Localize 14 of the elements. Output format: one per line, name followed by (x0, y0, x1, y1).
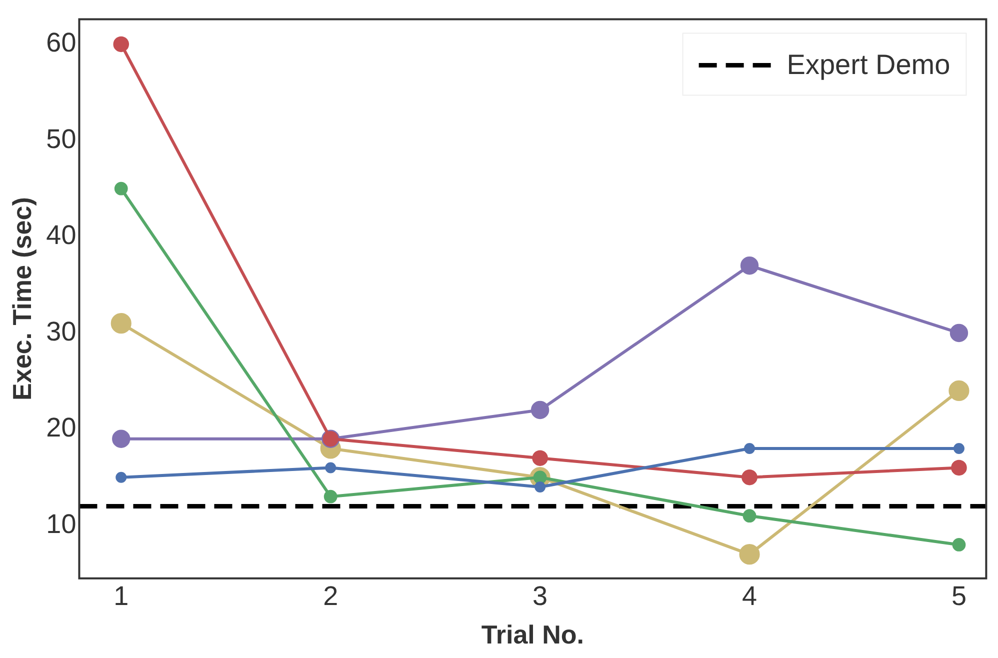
x-tick-label: 5 (951, 581, 966, 612)
x-axis-title: Trial No. (481, 620, 584, 650)
y-tick-label: 30 (46, 316, 76, 346)
y-tick-label: 10 (46, 508, 76, 539)
y-tick-label: 60 (46, 28, 76, 58)
y-axis-title: Exec. Time (sec) (6, 197, 37, 400)
y-tick-label: 50 (46, 124, 76, 154)
x-tick-label: 2 (323, 581, 338, 612)
x-tick-label: 1 (114, 581, 129, 612)
legend-label: Expert Demo (786, 48, 950, 80)
x-tick-label: 4 (742, 581, 758, 612)
y-tick-label: 40 (46, 220, 76, 250)
y-tick-label: 20 (46, 412, 76, 443)
x-tick-label: 3 (532, 581, 548, 612)
